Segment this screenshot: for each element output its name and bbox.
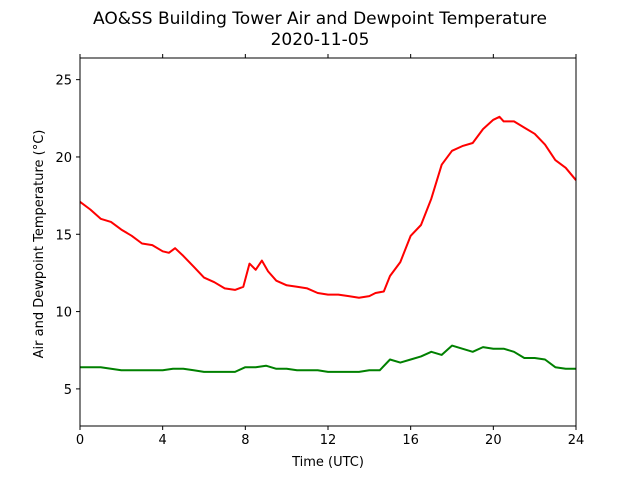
- series-layer: [79, 115, 577, 373]
- y-tick-label: 5: [64, 383, 72, 398]
- y-tick-label: 25: [55, 74, 72, 89]
- x-tick-label: 16: [402, 433, 419, 448]
- y-tick-label: 20: [55, 151, 72, 166]
- chart-title: AO&SS Building Tower Air and Dewpoint Te…: [93, 9, 547, 29]
- x-tick-label: 20: [485, 433, 502, 448]
- y-tick-label: 15: [55, 228, 72, 243]
- series-line-2: [80, 344, 576, 373]
- x-axis-label: Time (UTC): [291, 455, 364, 470]
- y-axis-label: Air and Dewpoint Temperature (°C): [32, 130, 47, 359]
- y-tick-label: 10: [55, 306, 72, 321]
- x-tick-label: 12: [320, 433, 337, 448]
- x-axis: 0 4 8 12 16 20 24: [76, 54, 584, 448]
- x-tick-label: 4: [159, 433, 167, 448]
- x-tick-label: 0: [76, 433, 84, 448]
- chart-subtitle: 2020-11-05: [271, 30, 370, 50]
- y-axis: 5 10 15 20 25: [55, 74, 80, 398]
- series-line-1: [79, 115, 577, 299]
- x-tick-label: 8: [241, 433, 249, 448]
- x-tick-label: 24: [568, 433, 585, 448]
